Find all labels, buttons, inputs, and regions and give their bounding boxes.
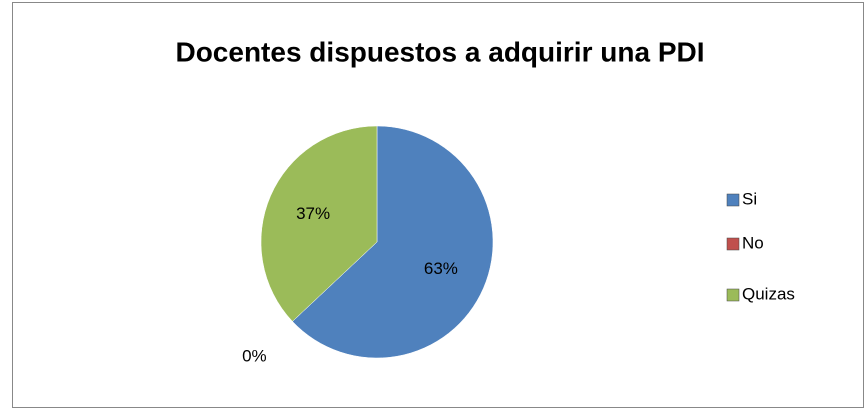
legend-swatch: [726, 193, 740, 207]
legend-label: No: [742, 233, 764, 252]
pie-slice: [260, 125, 378, 322]
data-label: 37%: [296, 204, 330, 223]
legend-label: Si: [742, 189, 757, 208]
pie-slice: [292, 125, 494, 359]
legend-swatch: [726, 237, 740, 251]
legend-swatch: [726, 288, 740, 302]
data-label: 0%: [242, 347, 267, 366]
data-label: 63%: [424, 259, 458, 278]
legend-label: Quizas: [742, 284, 795, 303]
chart-title: Docentes dispuestos a adquirir una PDI: [175, 36, 704, 67]
